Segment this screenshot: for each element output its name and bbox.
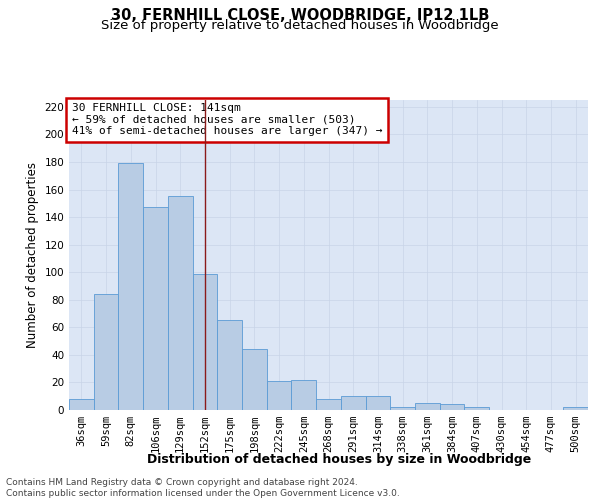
Bar — [390, 407, 415, 410]
Bar — [365, 396, 390, 410]
Bar — [69, 399, 94, 410]
Bar — [440, 404, 464, 410]
Text: Contains HM Land Registry data © Crown copyright and database right 2024.
Contai: Contains HM Land Registry data © Crown c… — [6, 478, 400, 498]
Bar — [94, 294, 118, 410]
Text: 30, FERNHILL CLOSE, WOODBRIDGE, IP12 1LB: 30, FERNHILL CLOSE, WOODBRIDGE, IP12 1LB — [111, 8, 489, 22]
Bar — [217, 320, 242, 410]
Bar — [292, 380, 316, 410]
Bar — [168, 196, 193, 410]
Bar — [242, 350, 267, 410]
Text: 30 FERNHILL CLOSE: 141sqm
← 59% of detached houses are smaller (503)
41% of semi: 30 FERNHILL CLOSE: 141sqm ← 59% of detac… — [71, 103, 382, 136]
Bar — [193, 274, 217, 410]
Bar — [563, 407, 588, 410]
Bar — [341, 396, 365, 410]
Bar — [464, 407, 489, 410]
Text: Distribution of detached houses by size in Woodbridge: Distribution of detached houses by size … — [147, 452, 531, 466]
Text: Size of property relative to detached houses in Woodbridge: Size of property relative to detached ho… — [101, 18, 499, 32]
Bar — [118, 164, 143, 410]
Bar — [267, 381, 292, 410]
Bar — [415, 403, 440, 410]
Y-axis label: Number of detached properties: Number of detached properties — [26, 162, 39, 348]
Bar — [316, 399, 341, 410]
Bar — [143, 208, 168, 410]
